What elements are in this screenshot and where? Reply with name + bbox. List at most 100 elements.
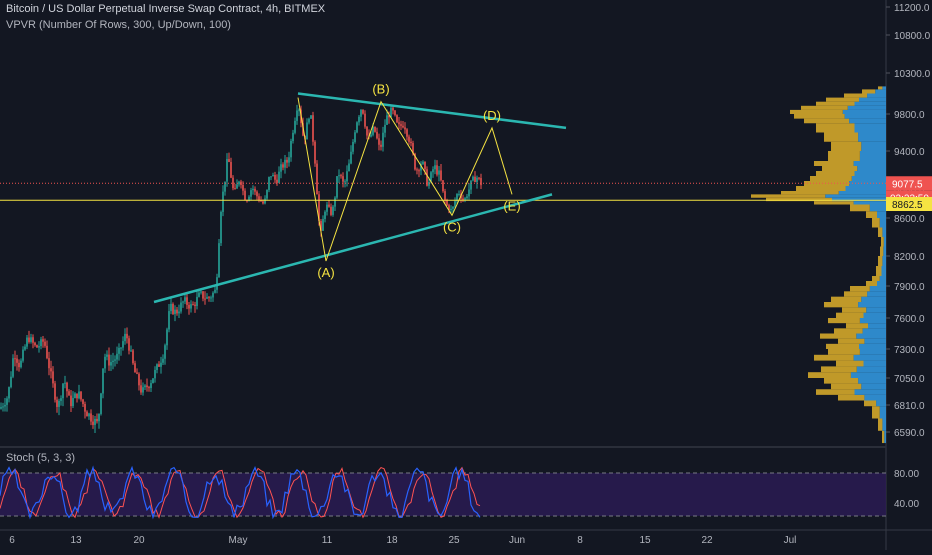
candle-body xyxy=(122,341,124,348)
candle-body xyxy=(168,311,170,330)
vpvr-bar-up xyxy=(864,338,886,344)
vpvr-bar-up xyxy=(858,378,886,384)
vpvr-bar-down xyxy=(804,118,850,124)
osc-tick-label: 40.00 xyxy=(894,499,919,510)
candle-body xyxy=(156,364,158,370)
candle-body xyxy=(212,292,214,298)
wave-label: (D) xyxy=(483,108,501,123)
vpvr-bar-down xyxy=(872,276,880,281)
candle-body xyxy=(282,164,284,168)
candle-body xyxy=(80,391,82,400)
candle-body xyxy=(254,188,256,192)
candle-body xyxy=(42,339,44,342)
candle-body xyxy=(28,337,30,342)
vpvr-bar-up xyxy=(844,114,886,119)
vpvr-bar-down xyxy=(790,109,843,114)
x-tick-label: Jun xyxy=(509,535,525,546)
vpvr-bar-up xyxy=(859,343,886,349)
candle-body xyxy=(396,115,398,123)
x-tick-label: 13 xyxy=(70,535,82,546)
candle-body xyxy=(214,289,216,293)
candle-body xyxy=(286,159,288,163)
candle-body xyxy=(180,302,182,312)
vpvr-bar-down xyxy=(872,406,880,419)
candle-body xyxy=(384,124,386,133)
candle-body xyxy=(394,110,396,116)
candle-body xyxy=(188,304,190,309)
candle-body xyxy=(208,297,210,299)
candle-body xyxy=(84,403,86,412)
vpvr-bar-up xyxy=(863,360,886,367)
candle-body xyxy=(18,362,20,368)
vpvr-bar-down xyxy=(842,307,867,313)
candle-body xyxy=(402,125,404,128)
candle-body xyxy=(414,153,416,170)
x-tick-label: 6 xyxy=(9,535,15,546)
candle-body xyxy=(312,115,314,142)
candle-body xyxy=(458,193,460,195)
candle-body xyxy=(202,291,204,299)
vpvr-bar-down xyxy=(878,256,883,266)
candle-body xyxy=(330,206,332,215)
candle-body xyxy=(378,138,380,145)
vpvr-bar-down xyxy=(824,302,859,308)
x-tick-label: 25 xyxy=(448,535,460,546)
osc-tick-label: 80.00 xyxy=(894,469,919,480)
candle-body xyxy=(400,124,402,126)
candle-body xyxy=(422,161,424,164)
candle-body xyxy=(170,303,172,312)
x-tick-label: 8 xyxy=(577,535,583,546)
vpvr-bar-down xyxy=(828,318,860,324)
candle-body xyxy=(98,413,100,422)
candle-body xyxy=(206,297,208,299)
candle-body xyxy=(92,421,94,425)
candle-body xyxy=(138,373,140,386)
candle-body xyxy=(176,309,178,314)
vpvr-bar-up xyxy=(882,227,886,237)
candle-body xyxy=(204,298,206,300)
x-tick-label: 20 xyxy=(133,535,145,546)
candle-body xyxy=(96,418,98,422)
candle-body xyxy=(228,159,230,163)
candle-body xyxy=(2,406,4,408)
candle-body xyxy=(440,170,442,181)
y-tick-label: 7600.0 xyxy=(894,314,925,325)
vpvr-bar-down xyxy=(816,123,855,133)
y-tick-label: 7900.0 xyxy=(894,282,925,293)
candle-body xyxy=(128,338,130,351)
vpvr-bar-up xyxy=(883,237,886,247)
line-price-label: 8862.5 xyxy=(892,200,923,211)
candle-body xyxy=(322,218,324,231)
vpvr-bar-down xyxy=(878,86,883,90)
candle-body xyxy=(274,174,276,180)
y-tick-label: 8600.0 xyxy=(894,214,925,225)
wave-label: (C) xyxy=(443,219,461,234)
candle-body xyxy=(462,198,464,201)
vpvr-bar-down xyxy=(814,354,854,361)
vpvr-bar-up xyxy=(856,333,886,339)
candle-body xyxy=(200,291,202,293)
candle-body xyxy=(290,140,292,158)
vpvr-bar-down xyxy=(876,266,882,276)
candle-body xyxy=(382,132,384,147)
vpvr-bar-down xyxy=(826,97,859,102)
candle-body xyxy=(472,176,474,181)
candle-body xyxy=(194,304,196,306)
vpvr-bar-down xyxy=(836,312,864,318)
vpvr-indicator-label[interactable]: VPVR (Number Of Rows, 300, Up/Down, 100) xyxy=(6,19,231,31)
y-tick-label: 9800.0 xyxy=(894,110,925,121)
vpvr-bar-down xyxy=(831,383,862,390)
candle-body xyxy=(324,211,326,219)
candle-body xyxy=(38,346,40,348)
stoch-indicator-label[interactable]: Stoch (5, 3, 3) xyxy=(6,452,76,464)
candle-body xyxy=(174,309,176,314)
candle-body xyxy=(280,164,282,172)
candle-body xyxy=(14,358,16,360)
candle-body xyxy=(406,129,408,137)
vpvr-bar-up xyxy=(879,218,886,228)
candle-body xyxy=(216,277,218,290)
candle-body xyxy=(90,413,92,422)
candle-body xyxy=(8,387,10,399)
